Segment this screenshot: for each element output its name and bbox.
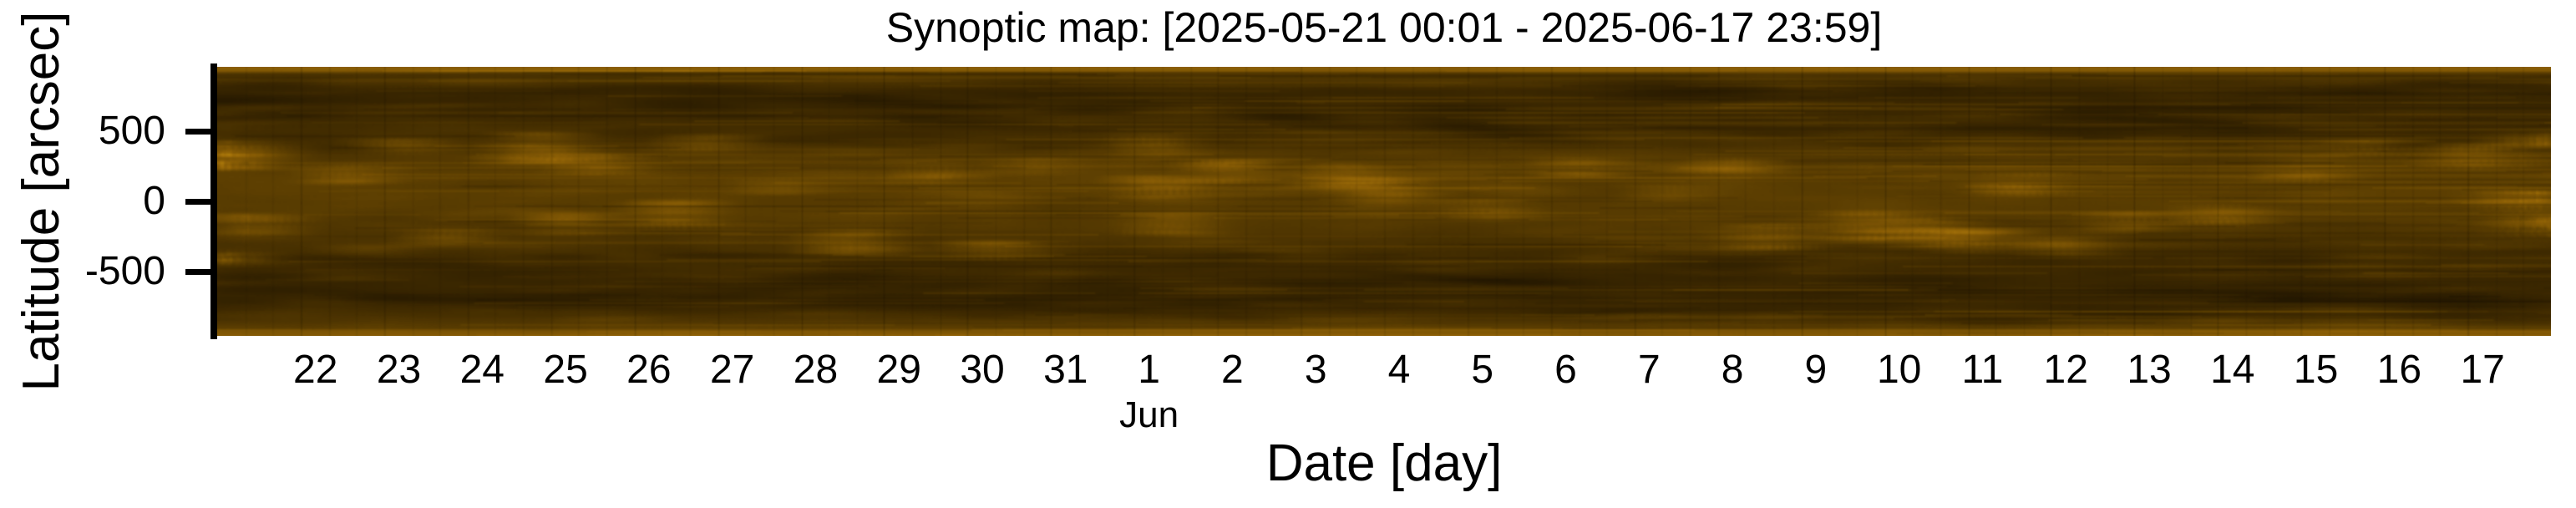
x-tick-label: 8 xyxy=(1721,348,1744,392)
x-tick-label: 10 xyxy=(1876,348,1922,392)
x-tick-label: 12 xyxy=(2043,348,2088,392)
y-tick-label: -500 xyxy=(84,248,165,293)
x-tick-label: 17 xyxy=(2460,348,2505,392)
x-tick-label: 9 xyxy=(1804,348,1828,392)
x-tick-label: 31 xyxy=(1043,348,1088,392)
y-tick-label: 500 xyxy=(98,109,165,154)
y-tick-mark xyxy=(185,199,210,205)
x-tick-label: 1 xyxy=(1138,348,1160,392)
x-tick-label: 5 xyxy=(1471,348,1494,392)
x-tick-label: 13 xyxy=(2127,348,2172,392)
x-tick-label: 22 xyxy=(293,348,338,392)
y-tick-label: 0 xyxy=(143,179,165,223)
x-tick-label: 23 xyxy=(376,348,422,392)
x-tick-label: 14 xyxy=(2210,348,2255,392)
x-tick-label: 26 xyxy=(626,348,672,392)
x-tick-label: 2 xyxy=(1221,348,1244,392)
x-tick-label: 15 xyxy=(2293,348,2339,392)
x-axis-label: Date [day] xyxy=(1265,434,1503,492)
y-tick-mark xyxy=(185,268,210,275)
x-tick-label: 6 xyxy=(1554,348,1577,392)
y-tick-mark xyxy=(185,129,210,135)
x-tick-label: 27 xyxy=(709,348,755,392)
x-tick-label: 4 xyxy=(1387,348,1411,392)
chart-title: Synoptic map: [2025-05-21 00:01 - 2025-0… xyxy=(885,4,1883,51)
x-tick-label: 24 xyxy=(459,348,505,392)
synoptic-map-heatmap xyxy=(217,67,2551,336)
x-tick-label: 3 xyxy=(1304,348,1327,392)
x-tick-label: 25 xyxy=(543,348,588,392)
x-tick-label: 7 xyxy=(1637,348,1661,392)
y-axis-spine xyxy=(210,64,217,339)
x-tick-label: 11 xyxy=(1961,348,2004,392)
x-tick-label: 29 xyxy=(876,348,921,392)
x-tick-label: 30 xyxy=(960,348,1005,392)
x-tick-label: 28 xyxy=(793,348,839,392)
month-label: Jun xyxy=(1119,394,1179,435)
x-tick-label: 16 xyxy=(2376,348,2422,392)
